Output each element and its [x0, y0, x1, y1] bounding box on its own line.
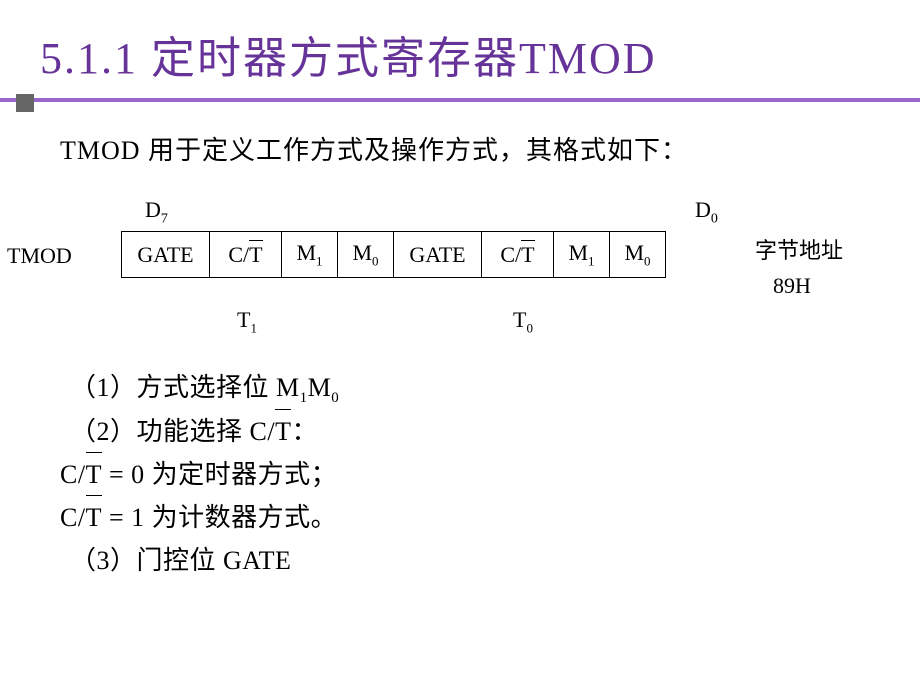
- bit-label-d0: D0: [695, 197, 718, 227]
- bit-d0-text: D: [695, 197, 711, 222]
- title-bar: 5.1.1 定时器方式寄存器TMOD: [0, 0, 920, 108]
- t1-text: T: [237, 307, 250, 332]
- title-underline: [0, 98, 920, 102]
- address-label: 字节地址 89H: [755, 233, 843, 303]
- bit-d7-text: D: [145, 197, 161, 222]
- t1-sub: 1: [250, 320, 257, 335]
- timer-group-t1: T1: [237, 307, 257, 336]
- register-cell-2: M1: [282, 232, 338, 278]
- register-table: GATEC/TM1M0GATEC/TM1M0: [121, 231, 666, 278]
- bit-label-d7: D7: [145, 197, 168, 227]
- register-row: GATEC/TM1M0GATEC/TM1M0: [122, 232, 666, 278]
- register-cell-3: M0: [338, 232, 394, 278]
- t0-sub: 0: [526, 320, 533, 335]
- body-line-0: （1）方式选择位 M1M0: [60, 367, 880, 411]
- body-line-1: （2）功能选择 C/T：: [60, 411, 880, 454]
- register-cell-1: C/T: [210, 232, 282, 278]
- intro-text: TMOD 用于定义工作方式及操作方式，其格式如下：: [60, 130, 880, 167]
- content-area: TMOD 用于定义工作方式及操作方式，其格式如下： D7 D0 TMOD GAT…: [60, 130, 880, 583]
- register-cell-5: C/T: [482, 232, 554, 278]
- register-diagram: D7 D0 TMOD GATEC/TM1M0GATEC/TM1M0 字节地址 8…: [55, 197, 880, 347]
- t0-text: T: [513, 307, 526, 332]
- body-line-3: C/T = 1 为计数器方式。: [60, 497, 880, 540]
- description-lines: （1）方式选择位 M1M0（2）功能选择 C/T：C/T = 0 为定时器方式；…: [60, 367, 880, 583]
- register-cell-0: GATE: [122, 232, 210, 278]
- register-cell-4: GATE: [394, 232, 482, 278]
- timer-group-t0: T0: [513, 307, 533, 336]
- register-cell-7: M0: [610, 232, 666, 278]
- address-line1: 字节地址: [755, 238, 843, 263]
- bit-d7-sub: 7: [161, 211, 168, 226]
- slide: 5.1.1 定时器方式寄存器TMOD TMOD 用于定义工作方式及操作方式，其格…: [0, 0, 920, 690]
- address-line2: 89H: [755, 273, 811, 298]
- slide-title: 5.1.1 定时器方式寄存器TMOD: [40, 22, 890, 86]
- body-line-2: C/T = 0 为定时器方式；: [60, 454, 880, 497]
- register-cell-6: M1: [554, 232, 610, 278]
- title-deco-square: [16, 94, 34, 112]
- bit-d0-sub: 0: [711, 211, 718, 226]
- register-name-label: TMOD: [7, 243, 72, 269]
- body-line-4: （3）门控位 GATE: [60, 540, 880, 583]
